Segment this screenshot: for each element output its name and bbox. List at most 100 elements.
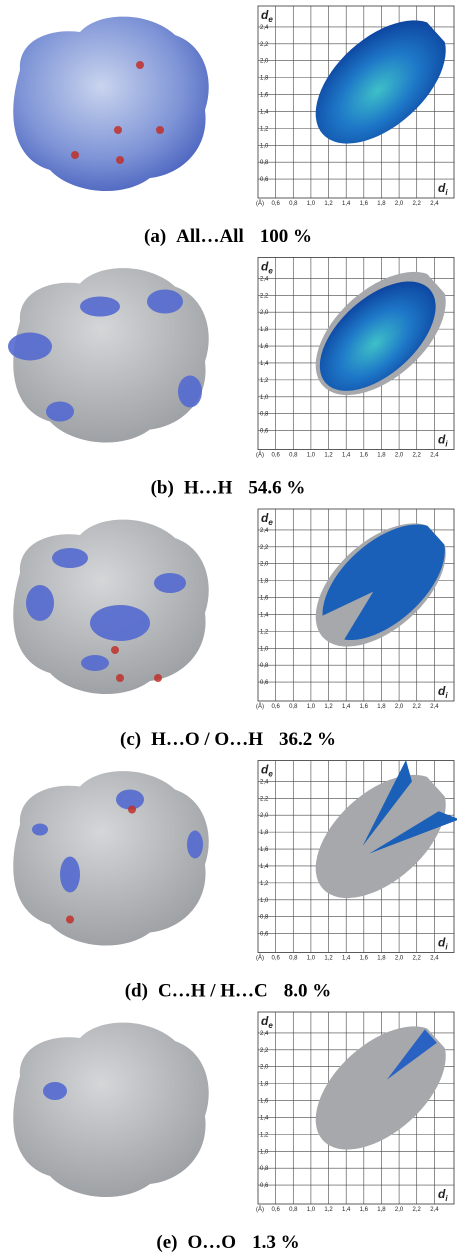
y-tick-label: 1,6 [260, 1099, 269, 1105]
unit-label: (Å) [256, 452, 264, 459]
x-axis-label-main: d [438, 936, 446, 950]
x-tick-label: 1,2 [324, 704, 333, 710]
caption: (a) All…All 100 % [144, 226, 312, 247]
y-tick-label: 1,2 [260, 881, 269, 887]
y-tick-label: 1,0 [260, 395, 269, 401]
surface-body [13, 16, 209, 192]
red-spot [114, 126, 122, 134]
y-tick-label: 0,6 [260, 932, 269, 938]
x-tick-label: 1,4 [342, 956, 351, 962]
unit-label: (Å) [256, 955, 264, 962]
y-tick-label: 1,6 [260, 596, 269, 602]
y-tick-label: 2,2 [260, 1048, 269, 1054]
x-axis-label-sub: i [445, 943, 448, 952]
panel: 0,6 0,6 0,8 0,8 1,0 1,0 1,2 1,2 1,4 1,4 1,6 1,6 1,8 1… [8, 257, 455, 499]
x-tick-label: 0,6 [271, 704, 280, 710]
caption-percent: 100 % [260, 226, 312, 247]
x-tick-label: 1,4 [342, 1207, 351, 1213]
panel: 0,6 0,6 0,8 0,8 1,0 1,0 1,2 1,2 1,4 1,4 1,6 1,6 1,8 1… [13, 5, 455, 247]
y-tick-label: 1,0 [260, 898, 269, 904]
contact-patch [43, 1082, 67, 1100]
y-axis-label: de [261, 8, 273, 24]
y-tick-label: 1,2 [260, 126, 269, 132]
x-tick-label: 1,8 [377, 704, 386, 710]
x-tick-label: 0,8 [289, 453, 298, 459]
caption-label: (b) [151, 478, 174, 499]
y-tick-label: 2,4 [260, 528, 269, 534]
y-axis-label: de [261, 260, 273, 276]
caption: (b) H…H 54.6 % [151, 478, 306, 499]
x-tick-label: 1,6 [360, 201, 369, 207]
caption-label: (a) [144, 226, 166, 247]
y-tick-label: 1,8 [260, 830, 269, 836]
y-axis-label-main: d [261, 8, 269, 22]
surface-body [13, 771, 209, 946]
contact-patch [32, 823, 48, 836]
fingerprint [315, 271, 446, 396]
surface [13, 519, 209, 695]
panel: 0,6 0,6 0,8 0,8 1,0 1,0 1,2 1,2 1,4 1,4 1,6 1,6 1,8 1… [13, 508, 455, 750]
caption: (c) H…O / O…H 36.2 % [120, 729, 336, 750]
caption-percent: 36.2 % [279, 729, 336, 750]
contact-patch [26, 585, 54, 621]
y-tick-label: 1,4 [260, 361, 269, 367]
x-axis-label: di [438, 433, 448, 449]
x-tick-label: 0,8 [289, 1207, 298, 1213]
red-spot [116, 156, 124, 164]
unit-label: (Å) [256, 1206, 264, 1213]
caption-percent: 8.0 % [284, 981, 332, 1002]
caption-contact: H…H [184, 478, 233, 499]
y-tick-label: 0,6 [260, 177, 269, 183]
x-tick-label: 2,2 [413, 956, 422, 962]
fingerprint-base [315, 774, 446, 899]
fingerprint-plot: 0,6 0,6 0,8 0,8 1,0 1,0 1,2 1,2 1,4 1,4 1,6 1,6 1,8 1… [256, 759, 457, 962]
x-tick-label: 1,6 [360, 956, 369, 962]
x-axis-label-sub: i [445, 691, 448, 700]
fingerprint-contact [319, 281, 436, 391]
surface [8, 268, 209, 443]
y-axis-label: de [261, 1014, 273, 1030]
y-tick-label: 0,6 [260, 680, 269, 686]
red-spot [116, 674, 124, 682]
x-tick-label: 1,0 [307, 956, 316, 962]
caption-contact: C…H / H…C [158, 981, 268, 1002]
contact-patch [46, 401, 74, 422]
x-tick-label: 2,2 [413, 704, 422, 710]
x-tick-label: 0,8 [289, 201, 298, 207]
y-tick-label: 1,4 [260, 864, 269, 870]
contact-patch [81, 655, 109, 671]
x-tick-label: 1,0 [307, 704, 316, 710]
x-tick-label: 1,8 [377, 956, 386, 962]
contact-patch [8, 332, 52, 361]
y-tick-label: 1,4 [260, 612, 269, 618]
y-tick-label: 1,4 [260, 1115, 269, 1121]
red-spot [136, 61, 144, 69]
fingerprint-wing [362, 759, 412, 847]
y-axis-label-sub: e [268, 1021, 273, 1030]
x-tick-label: 1,8 [377, 453, 386, 459]
y-tick-label: 2,4 [260, 276, 269, 282]
x-tick-label: 1,4 [342, 201, 351, 207]
x-tick-label: 0,8 [289, 704, 298, 710]
surface [13, 16, 209, 192]
fingerprint-plot: 0,6 0,6 0,8 0,8 1,0 1,0 1,2 1,2 1,4 1,4 1,6 1,6 1,8 1… [256, 5, 455, 207]
x-axis-label-main: d [438, 684, 446, 698]
x-tick-label: 0,6 [271, 453, 280, 459]
y-tick-label: 1,6 [260, 344, 269, 350]
y-axis-label-sub: e [268, 518, 273, 527]
x-tick-label: 1,0 [307, 453, 316, 459]
caption: (e) O…O 1.3 % [156, 1232, 299, 1253]
y-tick-label: 1,4 [260, 109, 269, 115]
fingerprint-plot: 0,6 0,6 0,8 0,8 1,0 1,0 1,2 1,2 1,4 1,4 1,6 1,6 1,8 1… [256, 257, 455, 459]
red-spot [156, 126, 164, 134]
caption-percent: 1.3 % [252, 1232, 300, 1253]
x-axis-label: di [438, 1187, 448, 1203]
y-tick-label: 2,2 [260, 545, 269, 551]
x-tick-label: 0,6 [271, 201, 280, 207]
caption-contact: O…O [188, 1232, 237, 1253]
y-tick-label: 1,8 [260, 327, 269, 333]
y-tick-label: 1,0 [260, 143, 269, 149]
fingerprint-gap [316, 591, 374, 646]
x-tick-label: 1,0 [307, 201, 316, 207]
